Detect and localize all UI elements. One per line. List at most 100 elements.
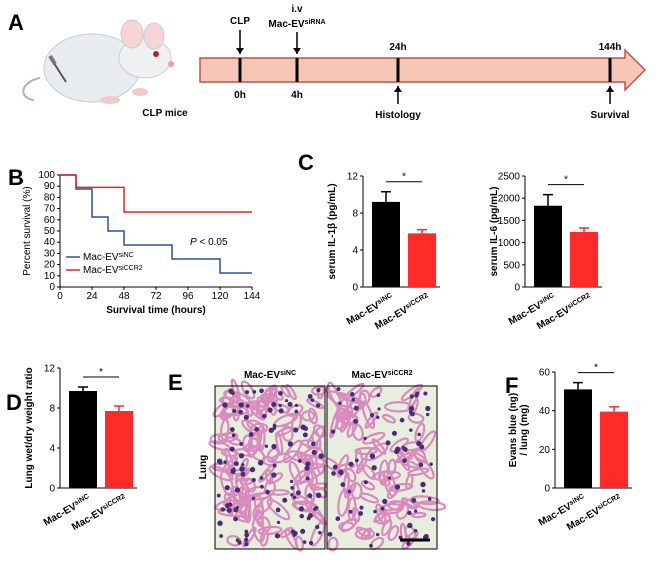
- y-tick-label: 12: [44, 364, 56, 375]
- y-axis-label: serum IL-6 (pg/mL): [489, 186, 500, 276]
- time-label: 0h: [234, 90, 246, 101]
- tissue-wall: [261, 455, 276, 467]
- tissue-wall: [414, 422, 426, 443]
- nucleus: [216, 493, 221, 498]
- arrow-head: [606, 86, 614, 92]
- y-tick-label: 2500: [498, 172, 521, 183]
- tissue-wall: [261, 516, 271, 532]
- y-axis-label: Lung wet/dry weight ratio: [24, 367, 35, 488]
- tissue-wall: [382, 469, 397, 497]
- nucleus: [248, 432, 254, 437]
- nucleus: [238, 453, 245, 459]
- image-border: [326, 385, 438, 550]
- nucleus: [241, 463, 245, 467]
- nucleus: [229, 446, 235, 452]
- time-label: 144h: [599, 42, 622, 53]
- nucleus: [257, 460, 264, 466]
- histology-image: [322, 381, 447, 552]
- y-axis-label: / lung (mg): [519, 404, 530, 455]
- tissue-wall: [306, 398, 325, 410]
- nucleus: [318, 453, 324, 459]
- y-tick-label: 0: [544, 484, 550, 495]
- mouse-illustration: [22, 19, 174, 104]
- tissue-wall: [378, 459, 389, 486]
- x-tick-label: 24: [86, 291, 98, 302]
- nucleus: [348, 461, 354, 467]
- nucleus: [353, 405, 359, 411]
- annotation: P < 0.05: [190, 237, 228, 248]
- nucleus: [299, 513, 305, 519]
- nucleus: [265, 489, 270, 495]
- tissue-wall: [410, 511, 427, 519]
- nucleus: [338, 469, 344, 476]
- tissue-wall: [219, 470, 235, 497]
- nucleus: [363, 436, 367, 441]
- tissue-wall: [244, 401, 254, 417]
- nucleus: [414, 393, 419, 398]
- nucleus: [224, 503, 230, 509]
- tissue-wall: [359, 492, 380, 504]
- y-tick-label: 8: [49, 404, 55, 415]
- nucleus: [298, 506, 304, 512]
- nucleus: [387, 476, 392, 480]
- nucleus: [264, 444, 269, 448]
- x-tick-label: 144: [244, 291, 261, 302]
- tissue-wall: [351, 423, 364, 442]
- tissue-wall: [362, 431, 386, 445]
- nucleus: [216, 458, 223, 464]
- arrow-head: [293, 48, 301, 54]
- nucleus: [223, 460, 227, 464]
- nucleus: [252, 389, 257, 394]
- tissue-wall: [249, 422, 269, 435]
- nucleus: [418, 462, 424, 468]
- nucleus: [284, 399, 289, 403]
- x-axis-label: Survival time (hours): [106, 305, 205, 316]
- nucleus: [380, 506, 385, 511]
- tissue-wall: [306, 507, 325, 522]
- tissue-wall: [279, 526, 294, 539]
- nucleus: [245, 390, 250, 395]
- tissue-wall: [360, 480, 376, 491]
- text-part: Mac-EV: [244, 370, 280, 381]
- nucleus: [274, 533, 281, 539]
- nucleus: [244, 542, 249, 547]
- nucleus: [355, 458, 359, 463]
- nucleus: [230, 391, 235, 396]
- panel-letter: A: [8, 10, 24, 35]
- nucleus: [407, 522, 413, 529]
- nucleus: [425, 405, 431, 412]
- nucleus: [369, 412, 375, 418]
- y-tick-label: 500: [503, 260, 520, 271]
- nucleus: [408, 405, 415, 412]
- superscript: siCCR2: [566, 292, 591, 311]
- nucleus: [233, 507, 239, 513]
- nucleus: [259, 484, 264, 489]
- tissue-wall: [410, 495, 441, 506]
- legend-label: Mac-EVsiCCR2: [83, 265, 143, 277]
- tissue-wall: [288, 460, 302, 483]
- nucleus: [276, 520, 281, 525]
- nucleus: [338, 401, 342, 405]
- y-tick-label: 20: [539, 445, 551, 456]
- tissue-wall: [337, 488, 350, 517]
- nucleus: [416, 440, 422, 447]
- nucleus: [376, 393, 381, 397]
- nucleus: [348, 509, 353, 514]
- panel-letter: F: [505, 373, 518, 398]
- tissue-wall: [243, 485, 267, 499]
- y-tick-label: 1000: [498, 238, 521, 249]
- event-label: Mac-EVsiRNA: [268, 19, 325, 31]
- nucleus: [292, 530, 298, 537]
- tissue-wall: [344, 467, 357, 483]
- nucleus: [406, 541, 411, 546]
- time-label: 4h: [291, 90, 303, 101]
- panel-letter: D: [6, 390, 22, 415]
- nucleus: [420, 481, 426, 488]
- nucleus: [377, 407, 381, 411]
- tissue-wall: [364, 411, 379, 429]
- nucleus: [318, 531, 322, 535]
- time-label: 24h: [389, 42, 406, 53]
- tissue-wall: [294, 535, 305, 552]
- nucleus: [238, 409, 243, 415]
- superscript: siCCR2: [596, 493, 621, 512]
